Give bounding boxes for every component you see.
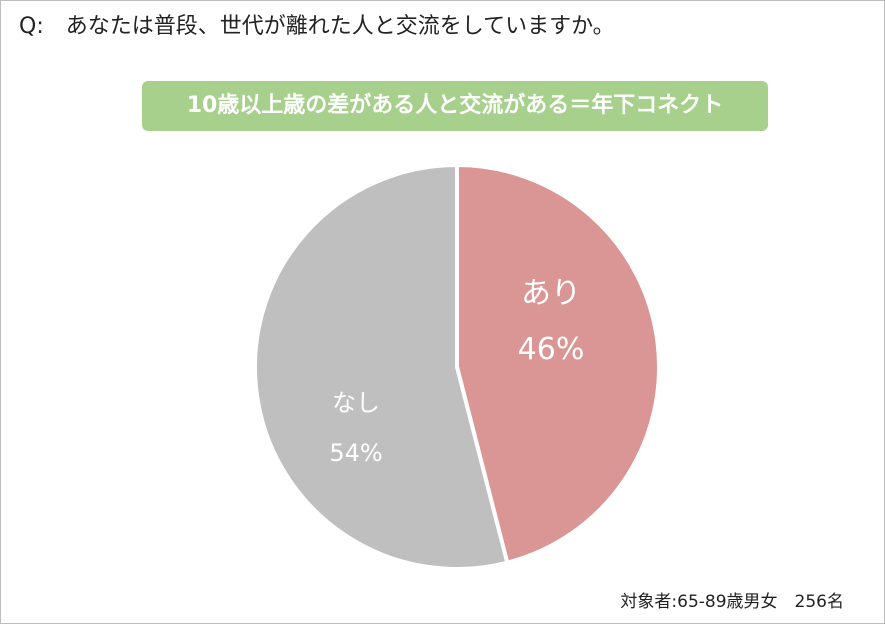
slice-value-ari: 46% xyxy=(518,332,585,367)
sample-footnote: 対象者:65-89歳男女 256名 xyxy=(620,592,844,612)
definition-banner: 10歳以上歳の差がある人と交流がある＝年下コネクト xyxy=(142,81,768,131)
pie-slice-nashi xyxy=(253,163,510,571)
slice-value-nashi: 54% xyxy=(329,439,382,467)
slice-label-nashi: なし xyxy=(332,389,380,417)
question-title: Q: あなたは普段、世代が離れた人と交流をしていますか。 xyxy=(19,14,615,39)
slice-label-ari: あり xyxy=(521,276,581,311)
pie-slice-ari xyxy=(455,163,661,565)
